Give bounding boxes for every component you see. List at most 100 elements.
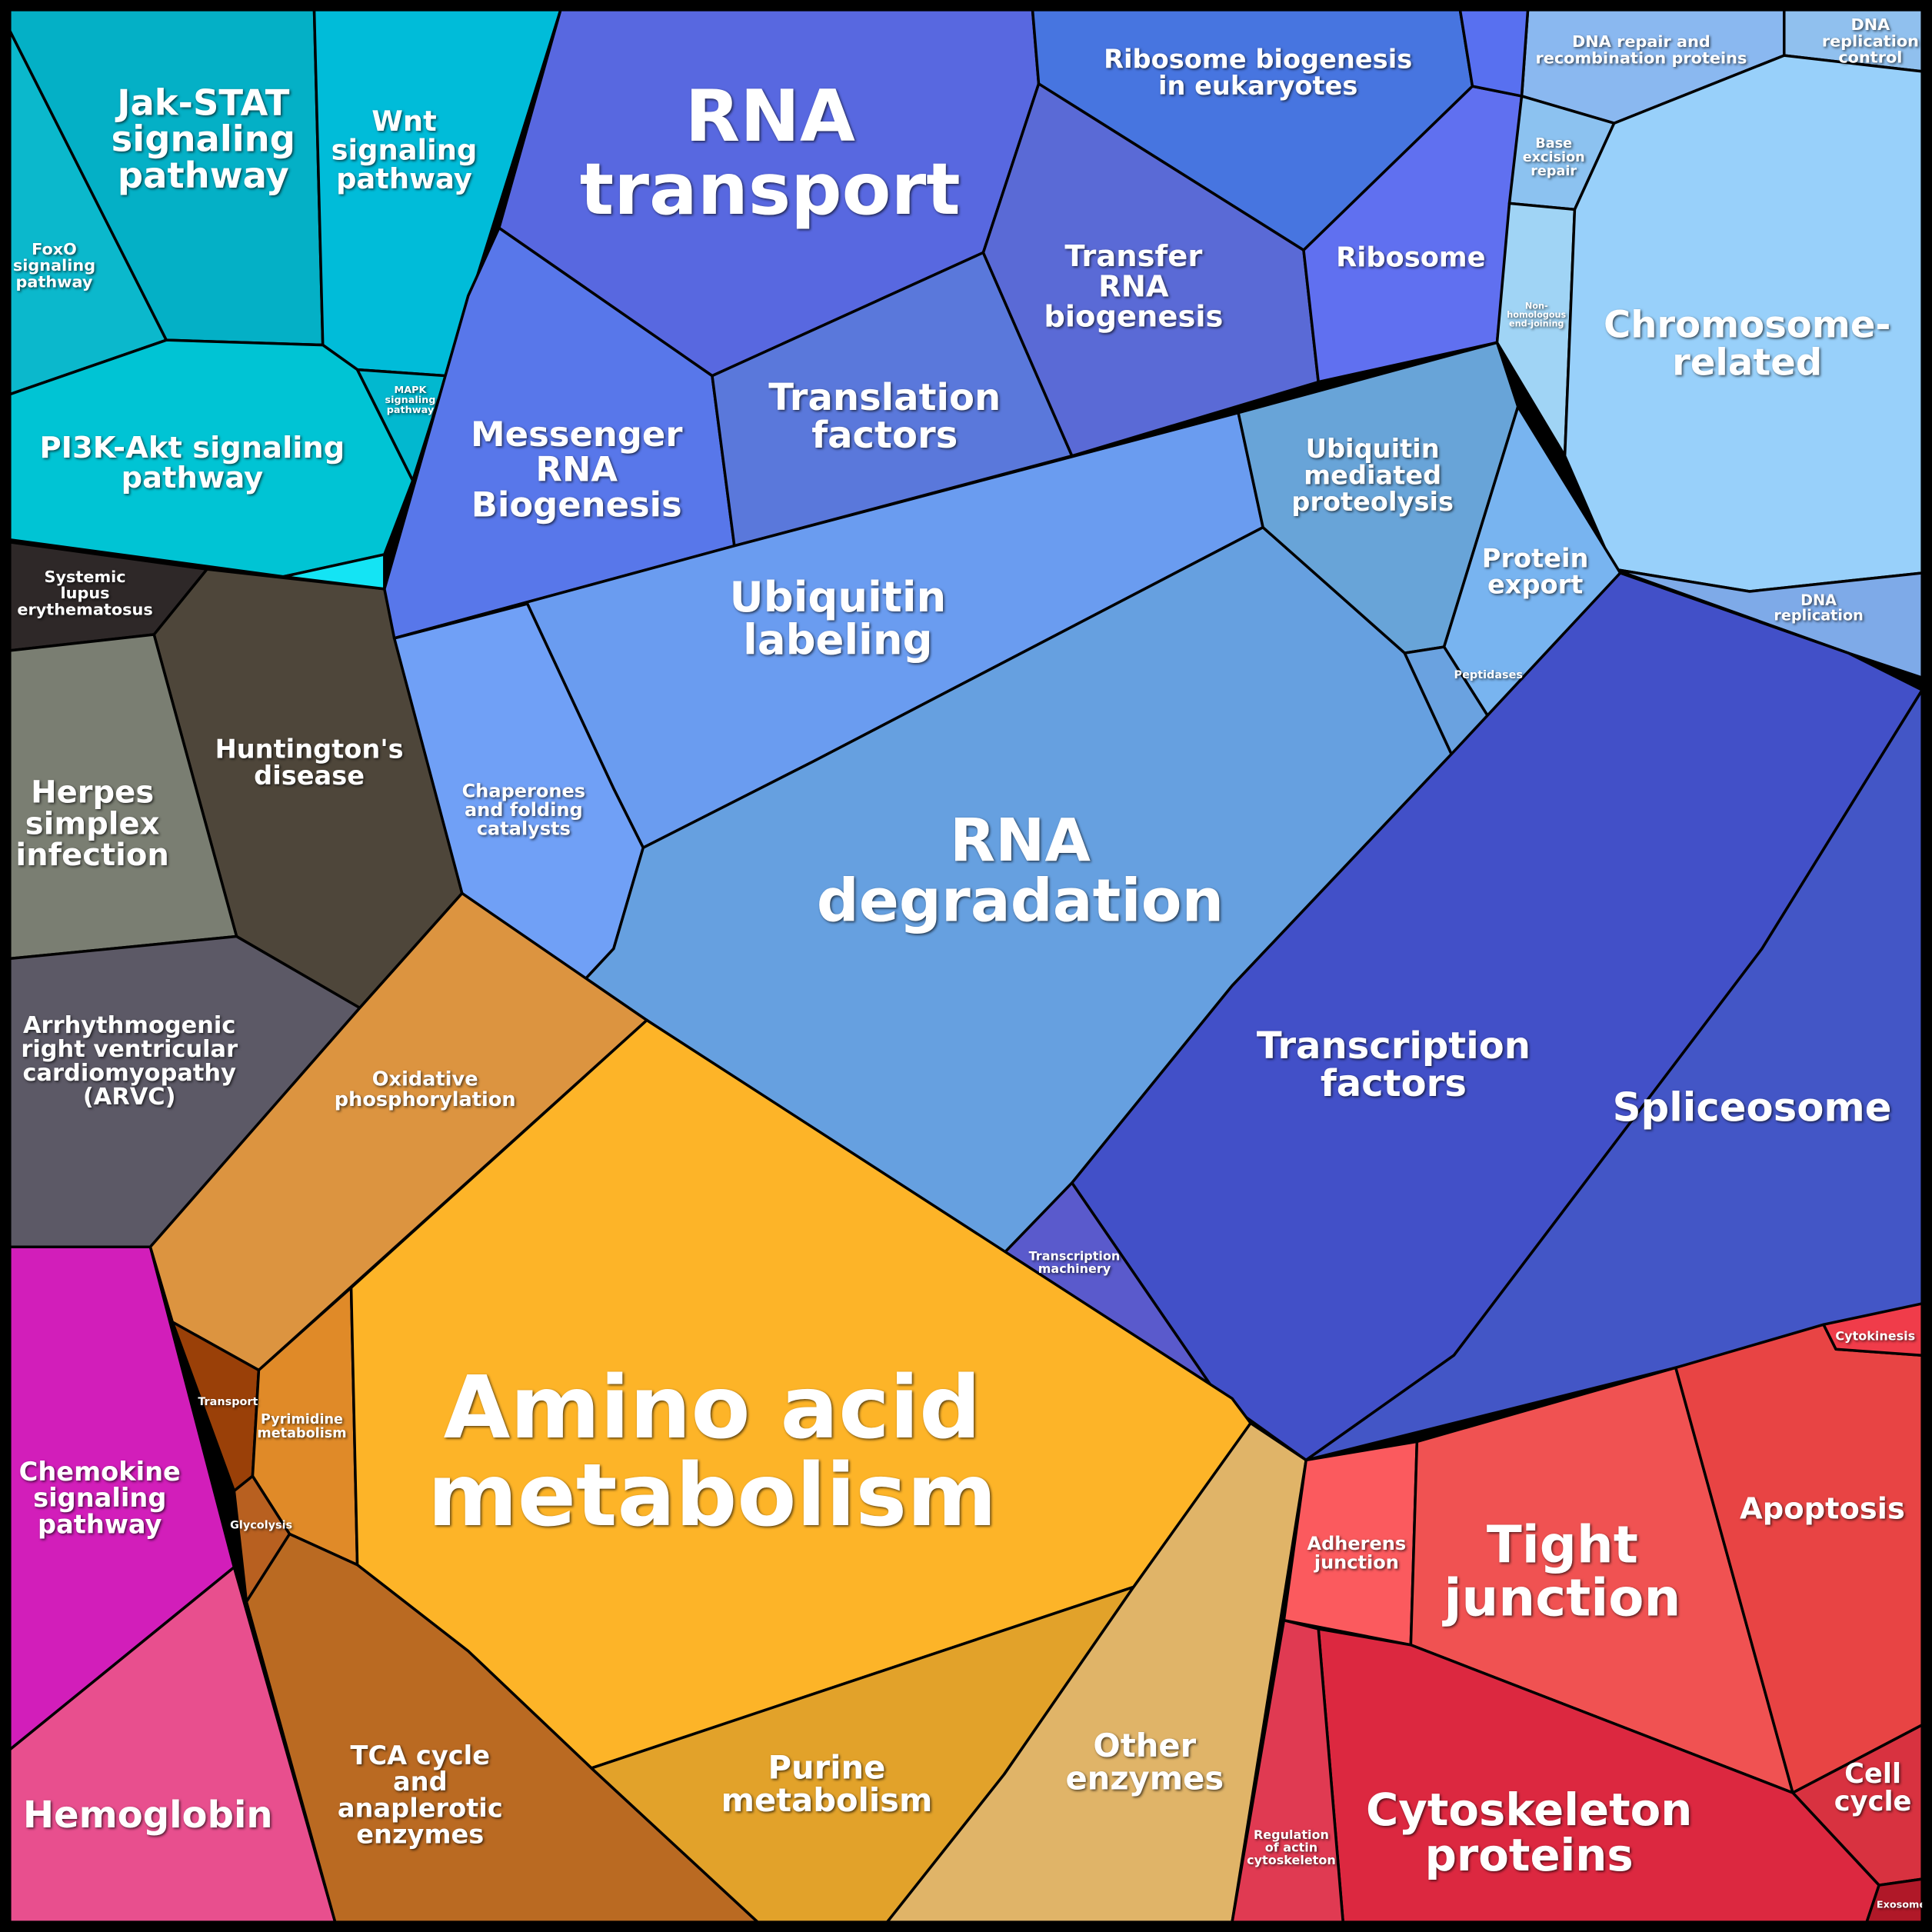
- cell-label: Chaperones: [462, 781, 585, 802]
- cell-label: replication: [1774, 607, 1863, 625]
- cell-label: DNA: [1800, 591, 1837, 609]
- cell-label: signaling: [331, 134, 478, 167]
- cell-label: Cell: [1844, 1758, 1901, 1790]
- cell-label: Amino acid: [444, 1358, 981, 1458]
- cell-label: pathway: [38, 1509, 162, 1539]
- cell-label: Glycolysis: [230, 1519, 292, 1531]
- cell-label: Jak-STAT: [115, 82, 290, 123]
- cell-label: PI3K-Akt signaling: [40, 431, 345, 465]
- cell-label: catalysts: [477, 818, 571, 840]
- cell-label: Transport: [198, 1396, 258, 1408]
- cell-label: Spliceosome: [1613, 1084, 1892, 1131]
- cell-label: disease: [254, 761, 365, 791]
- cell-label: TCA cycle: [351, 1740, 490, 1770]
- cell-label: Non-: [1525, 301, 1548, 311]
- cell-label: junction: [1441, 1567, 1681, 1627]
- cell-label: DNA repair and: [1572, 32, 1710, 51]
- cell-label: metabolism: [257, 1426, 346, 1441]
- cell-label: factors: [811, 414, 958, 457]
- cell-label: export: [1487, 570, 1583, 600]
- cell-label: proteins: [1425, 1829, 1634, 1881]
- cell-label: Oxidative: [372, 1068, 478, 1091]
- cell-label: anaplerotic: [338, 1793, 503, 1823]
- cell-label: end-joining: [1509, 319, 1564, 329]
- cell-label: Apoptosis: [1740, 1492, 1905, 1527]
- cell-label: Translation: [768, 376, 1001, 419]
- cell-label: Ubiquitin: [1306, 434, 1440, 464]
- cell-label: MAPK: [395, 385, 428, 396]
- cell-label: simplex: [25, 806, 160, 841]
- cell-label: Transcription: [1257, 1024, 1531, 1068]
- cell-label: infection: [15, 838, 168, 873]
- cell-label: RNA: [685, 75, 855, 158]
- cell-label: control: [1838, 48, 1902, 67]
- cell-label: signaling: [112, 118, 295, 160]
- cell-label: Regulation: [1254, 1827, 1329, 1842]
- cell-label: Other: [1093, 1727, 1196, 1764]
- cell-label: Chromosome-: [1604, 304, 1890, 347]
- cell-label: and folding: [465, 799, 583, 821]
- cell-label: mediated: [1304, 460, 1441, 490]
- cell-label: erythematosus: [17, 600, 152, 618]
- cell-label: in eukaryotes: [1158, 71, 1357, 101]
- cell: [981, 82, 1320, 458]
- cell-label: right ventricular: [21, 1036, 238, 1063]
- cell-label: machinery: [1038, 1261, 1111, 1276]
- cell-label: metabolism: [721, 1781, 933, 1819]
- cell-label: Huntington's: [215, 734, 404, 764]
- cell-label: Cytokinesis: [1835, 1329, 1915, 1344]
- cell-label: of actin: [1265, 1840, 1317, 1855]
- cell-label: excision: [1523, 150, 1585, 165]
- cell-label: Herpes: [31, 775, 154, 811]
- cell-label: pathway: [118, 155, 289, 196]
- cell-label: Chemokine: [19, 1457, 181, 1487]
- cell-label: phosphorylation: [335, 1088, 516, 1111]
- cell-label: Arrhythmogenic: [23, 1012, 235, 1039]
- cell-label: FoxO: [32, 240, 77, 258]
- cells: [8, 8, 1924, 1924]
- cell-label: cycle: [1834, 1786, 1912, 1817]
- cell-label: Purine: [768, 1749, 886, 1787]
- cell-label: Messenger: [471, 414, 682, 455]
- cell-label: and: [393, 1767, 448, 1797]
- cell-label: Pyrimidine: [261, 1412, 343, 1427]
- cell-label: lupus: [61, 584, 110, 602]
- cell-label: signaling: [33, 1483, 166, 1513]
- cell-label: transport: [580, 148, 961, 231]
- cell: [281, 553, 386, 591]
- cell-label: Transfer: [1064, 239, 1202, 274]
- cell-label: Ubiquitin: [730, 572, 947, 621]
- cell-label: Peptidases: [1454, 669, 1523, 681]
- cell-label: Biogenesis: [471, 484, 682, 525]
- cell-label: proteolysis: [1291, 487, 1454, 517]
- cell-label: degradation: [817, 868, 1224, 936]
- cell-label: metabolism: [428, 1446, 997, 1546]
- cell-label: enzymes: [356, 1820, 484, 1850]
- cell-label: Adherens: [1307, 1533, 1407, 1554]
- labels: FoxOsignalingpathwayJak-STATsignalingpat…: [13, 15, 1927, 1910]
- cell-label: homologous: [1507, 310, 1566, 320]
- cell-label: enzymes: [1065, 1759, 1224, 1797]
- cell-label: junction: [1314, 1551, 1399, 1573]
- cell-label: Wnt: [371, 105, 436, 138]
- cell-label: Exosome: [1877, 1899, 1927, 1910]
- cell-label: RNA: [535, 449, 618, 490]
- cell-label: cardiomyopathy: [22, 1060, 236, 1087]
- cell-label: pathway: [387, 405, 435, 416]
- cell-label: Base: [1535, 136, 1572, 152]
- cell-label: related: [1672, 341, 1822, 385]
- cell-label: cytoskeleton: [1247, 1853, 1336, 1867]
- cell-label: factors: [1321, 1062, 1467, 1105]
- cell-label: pathway: [16, 272, 93, 291]
- cell-label: Ribosome biogenesis: [1104, 44, 1412, 74]
- cell-label: pathway: [336, 162, 472, 195]
- cell-label: Hemoglobin: [23, 1794, 273, 1837]
- cell-label: DNA: [1850, 15, 1890, 34]
- cell-label: Cytoskeleton: [1366, 1784, 1692, 1836]
- cell-label: Protein: [1482, 543, 1589, 573]
- cell-label: Transcription: [1029, 1248, 1121, 1263]
- cell-label: Tight: [1487, 1515, 1638, 1575]
- cell-label: replication: [1822, 32, 1919, 50]
- cell-label: (ARVC): [83, 1084, 176, 1111]
